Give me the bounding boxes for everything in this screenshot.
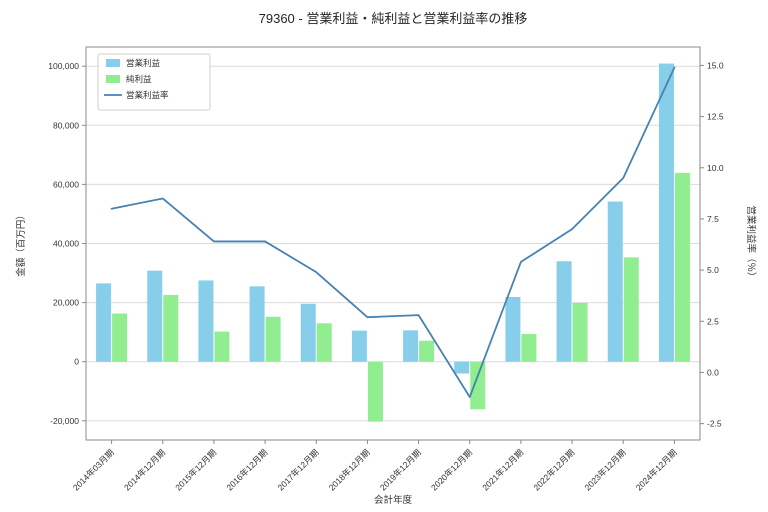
legend-swatch-operating-profit: [106, 59, 120, 67]
y-tick-label-left: 0: [74, 357, 79, 367]
bar-net-profit: [112, 313, 128, 362]
bar-net-profit: [419, 340, 435, 362]
bar-operating-profit: [607, 201, 623, 362]
chart-title: 79360 - 営業利益・純利益と営業利益率の推移: [258, 11, 528, 26]
y-axis-label-right: 営業利益率（％）: [745, 205, 757, 281]
bar-operating-profit: [403, 330, 419, 362]
bar-operating-profit: [147, 270, 163, 362]
bar-net-profit: [214, 331, 230, 362]
x-tick-label: 2017年12月期: [275, 447, 320, 492]
bar-net-profit: [674, 172, 690, 362]
bar-net-profit: [367, 361, 383, 422]
y-tick-label-left: 60,000: [53, 179, 79, 189]
legend-label: 営業利益率: [126, 90, 169, 100]
bar-operating-profit: [505, 296, 521, 362]
y-tick-label-right: 12.5: [707, 112, 724, 122]
y-tick-label-right: 0.0: [707, 367, 719, 377]
y-tick-label-right: -2.5: [707, 419, 722, 429]
bar-net-profit: [470, 361, 486, 410]
x-tick-label: 2022年12月期: [531, 447, 576, 492]
operating-margin-line: [110, 66, 676, 398]
legend-box: [97, 53, 211, 111]
bar-operating-profit: [96, 283, 112, 362]
bar-net-profit: [316, 323, 332, 362]
y-tick-label-right: 15.0: [707, 60, 724, 70]
bar-net-profit: [163, 294, 179, 362]
bar-operating-profit: [556, 261, 572, 362]
bar-operating-profit: [454, 361, 470, 374]
y-tick-label-right: 5.0: [707, 265, 719, 275]
x-axis-label: 会計年度: [374, 494, 413, 506]
x-tick-label: 2018年12月期: [327, 447, 372, 492]
y-tick-label-right: 7.5: [707, 214, 719, 224]
bar-operating-profit: [351, 330, 367, 362]
y-tick-label-right: 10.0: [707, 163, 724, 173]
x-tick-label: 2019年12月期: [378, 447, 423, 492]
bar-operating-profit: [198, 280, 214, 362]
x-tick-label: 2021年12月期: [480, 447, 525, 492]
x-tick-label: 2023年12月期: [582, 447, 627, 492]
legend-label: 純利益: [126, 74, 152, 84]
y-tick-label-right: 2.5: [707, 316, 719, 326]
x-tick-label: 2020年12月期: [429, 447, 474, 492]
legend-label: 営業利益: [126, 58, 161, 68]
y-tick-label-left: -20,000: [50, 416, 79, 426]
bar-net-profit: [521, 333, 537, 362]
bar-operating-profit: [300, 303, 316, 362]
x-tick-label: 2015年12月期: [173, 447, 218, 492]
bar-operating-profit: [249, 286, 265, 362]
x-tick-label: 2016年12月期: [224, 447, 269, 492]
y-axis-label-left: 金額（百万円）: [15, 210, 27, 277]
x-tick-label: 2014年12月期: [122, 447, 167, 492]
y-tick-label-left: 20,000: [53, 298, 79, 308]
bar-net-profit: [623, 257, 639, 362]
y-tick-label-left: 40,000: [53, 239, 79, 249]
y-tick-label-left: 100,000: [48, 61, 79, 71]
y-tick-label-left: 80,000: [53, 120, 79, 130]
bar-operating-profit: [658, 63, 674, 362]
bar-net-profit: [265, 316, 281, 362]
legend-swatch-net-profit: [106, 75, 120, 83]
bar-net-profit: [572, 302, 588, 362]
x-tick-label: 2024年12月期: [634, 447, 679, 492]
x-tick-label: 2014年03月期: [71, 447, 116, 492]
